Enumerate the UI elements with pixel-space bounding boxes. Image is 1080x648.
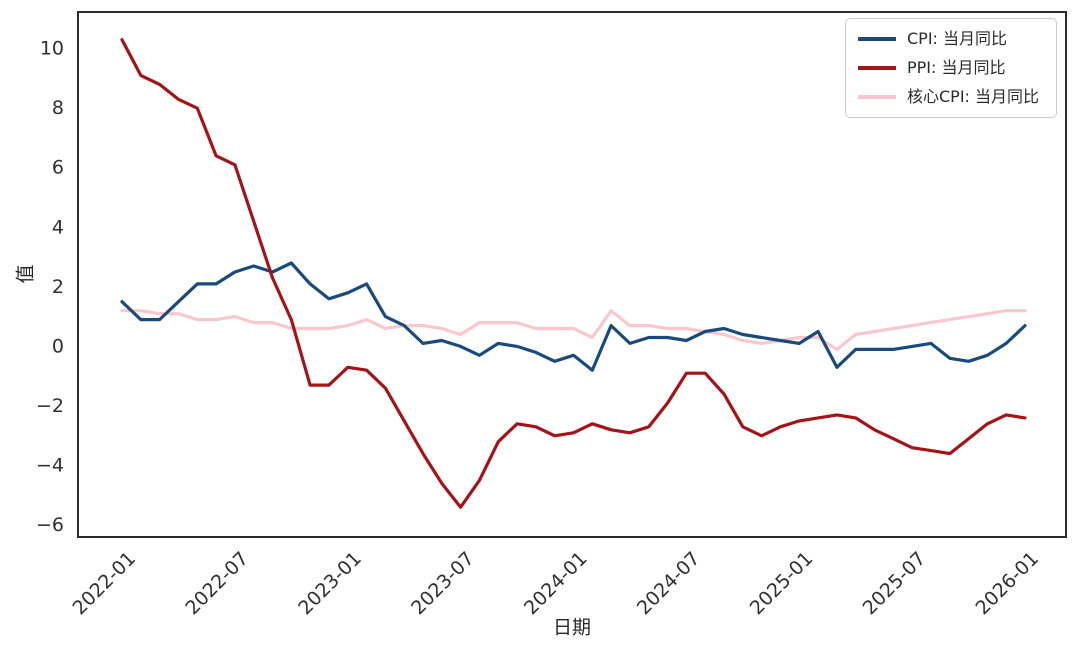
series-lines bbox=[120, 38, 1027, 509]
legend-item-ppi: PPI: 当月同比 bbox=[858, 58, 1044, 78]
x-tick-label: 2025-01 bbox=[746, 548, 818, 620]
legend-item-cpi: CPI: 当月同比 bbox=[858, 29, 1044, 49]
core-cpi-line-swatch bbox=[858, 95, 896, 99]
y-tick-label: −6 bbox=[36, 514, 64, 536]
ppi-line-swatch bbox=[858, 66, 896, 70]
y-tick-label: −4 bbox=[36, 455, 64, 477]
cpi-line bbox=[120, 261, 1027, 372]
y-tick-label: 4 bbox=[52, 216, 64, 238]
legend: CPI: 当月同比 PPI: 当月同比 核心CPI: 当月同比 bbox=[845, 18, 1057, 118]
x-tick-label: 2023-07 bbox=[407, 548, 479, 620]
plot-border bbox=[77, 11, 1067, 538]
x-tick-label: 2022-01 bbox=[68, 548, 140, 620]
y-axis-ticks: −6 −4 −2 0 2 4 6 8 10 bbox=[36, 38, 64, 536]
x-axis-title: 日期 bbox=[552, 616, 592, 639]
ppi-line bbox=[120, 38, 1027, 509]
cpi-line-swatch bbox=[858, 37, 896, 41]
y-tick-label: 0 bbox=[52, 335, 64, 357]
legend-label-ppi: PPI: 当月同比 bbox=[907, 58, 1006, 77]
y-tick-label: −2 bbox=[36, 395, 64, 417]
y-tick-label: 8 bbox=[52, 97, 64, 119]
legend-label-core-cpi: 核心CPI: 当月同比 bbox=[907, 87, 1040, 106]
x-tick-label: 2025-07 bbox=[859, 548, 931, 620]
x-tick-label: 2023-01 bbox=[294, 548, 366, 620]
x-tick-label: 2026-01 bbox=[971, 548, 1043, 620]
x-tick-label: 2022-07 bbox=[181, 548, 253, 620]
y-tick-label: 2 bbox=[52, 276, 64, 298]
y-tick-label: 10 bbox=[40, 38, 64, 60]
y-axis-title: 值 bbox=[14, 264, 37, 284]
legend-label-cpi: CPI: 当月同比 bbox=[907, 29, 1008, 48]
x-tick-label: 2024-01 bbox=[520, 548, 592, 620]
legend-item-core-cpi: 核心CPI: 当月同比 bbox=[858, 87, 1044, 107]
x-axis-ticks: 2022-01 2022-07 2023-01 2023-07 2024-01 2024-… bbox=[68, 548, 1043, 620]
core-cpi-line bbox=[120, 309, 1027, 351]
x-tick-label: 2024-07 bbox=[633, 548, 705, 620]
y-tick-label: 6 bbox=[52, 157, 64, 179]
